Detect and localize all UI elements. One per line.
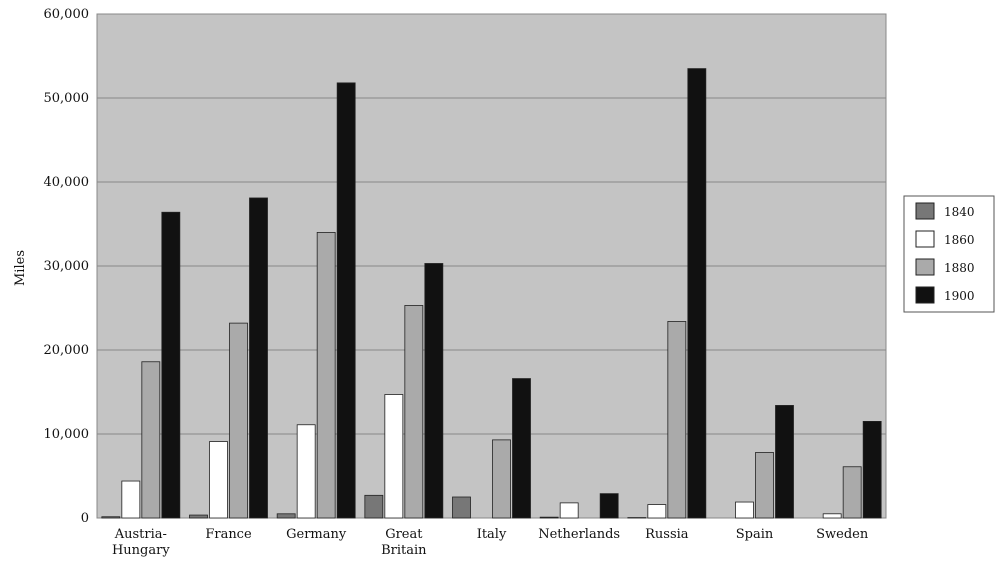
x-category-label: Netherlands — [538, 527, 620, 542]
bar-1860 — [559, 502, 579, 519]
y-tick-label: 20,000 — [44, 343, 90, 358]
y-tick-label: 40,000 — [44, 175, 90, 190]
bar-1900 — [687, 68, 707, 519]
bar-1900 — [599, 493, 619, 519]
y-tick-label: 60,000 — [44, 7, 90, 22]
x-category-label: Britain — [381, 543, 427, 558]
legend: 1840 1860 1880 1900 — [903, 195, 995, 313]
x-category-label: Austria- — [114, 527, 167, 542]
y-tick-label: 10,000 — [44, 427, 90, 442]
y-axis-label: Miles — [13, 250, 28, 286]
bar-1860 — [209, 441, 228, 519]
x-category-label: Italy — [477, 527, 507, 542]
legend-swatch-1840 — [915, 202, 935, 220]
bar-1860 — [735, 501, 754, 519]
bar-1840 — [189, 514, 208, 519]
x-category-label: Hungary — [112, 543, 170, 558]
y-tick-label: 30,000 — [44, 259, 90, 274]
bar-1840 — [364, 494, 384, 519]
y-axis-ticks: 0 10,000 20,000 30,000 40,000 50,000 60,000 — [44, 7, 90, 526]
bar-1860 — [647, 504, 667, 519]
x-category-label: Russia — [645, 527, 689, 542]
bar-1880 — [229, 322, 248, 519]
x-category-label: Germany — [286, 527, 347, 542]
bar-1840 — [101, 516, 121, 519]
x-axis-categories: Austria-Hungary France Germany GreatBritain… — [112, 527, 869, 558]
bar-1860 — [822, 513, 842, 519]
legend-swatch-1900 — [915, 286, 935, 304]
y-tick-label: 0 — [81, 511, 89, 526]
y-tick-label: 50,000 — [44, 91, 90, 106]
bar-1840 — [452, 496, 471, 519]
legend-swatch-1860 — [915, 230, 935, 248]
bar-1880 — [404, 305, 424, 519]
bar-1900 — [512, 378, 531, 519]
bar-1860 — [121, 480, 141, 519]
bar-1840 — [539, 516, 559, 519]
x-category-label: Great — [385, 527, 423, 542]
bar-1880 — [667, 321, 687, 519]
bar-1900 — [862, 420, 882, 519]
legend-swatch-1880 — [915, 258, 935, 276]
bar-1880 — [842, 466, 862, 519]
gridlines — [97, 97, 886, 435]
x-category-label: France — [205, 527, 252, 542]
bar-1900 — [161, 211, 181, 519]
legend-label: 1900 — [944, 289, 975, 303]
legend-label: 1880 — [944, 261, 975, 275]
x-category-label: Sweden — [816, 527, 869, 542]
bars — [101, 68, 882, 519]
bar-1840 — [276, 513, 296, 519]
bar-1880 — [141, 361, 161, 519]
bar-1860 — [384, 394, 404, 519]
bar-1900 — [424, 263, 444, 519]
bar-1900 — [249, 197, 268, 519]
bar-1900 — [336, 82, 356, 519]
bar-1880 — [492, 439, 511, 519]
legend-label: 1860 — [944, 233, 975, 247]
x-category-label: Spain — [736, 527, 774, 542]
bar-1880 — [755, 452, 774, 519]
bar-1900 — [775, 405, 794, 519]
bar-1860 — [296, 424, 316, 519]
legend-label: 1840 — [944, 205, 975, 219]
bar-1880 — [316, 231, 336, 519]
